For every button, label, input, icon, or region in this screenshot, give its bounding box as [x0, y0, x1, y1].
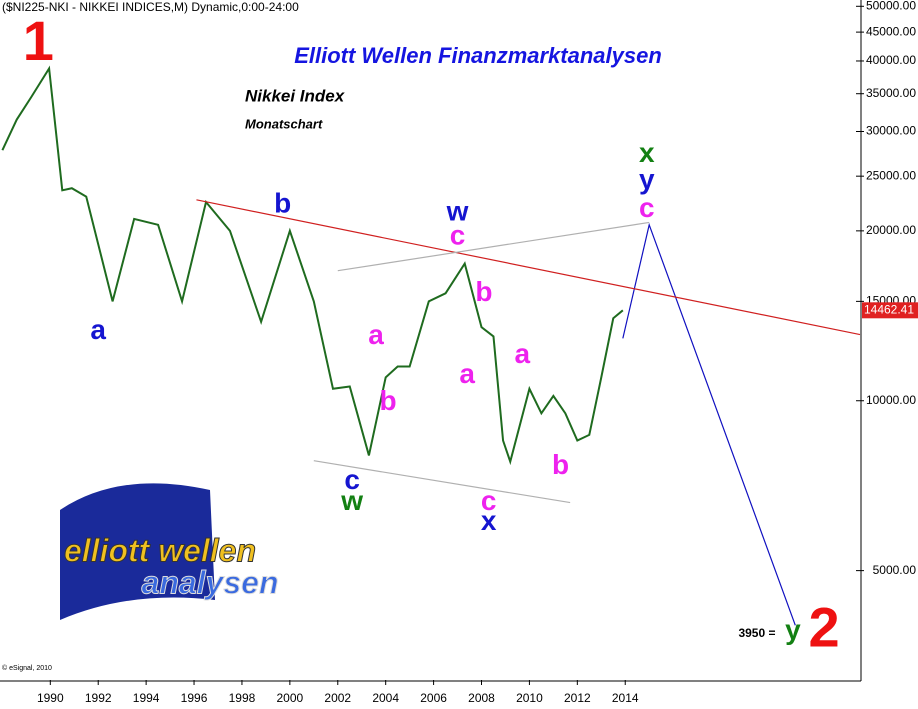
wave-label: 3950 =	[738, 626, 775, 640]
wave-label: a	[368, 319, 384, 350]
x-tick-label: 1992	[85, 691, 112, 705]
wave-label: c	[639, 192, 655, 223]
wave-label: w	[446, 196, 469, 227]
wave-label: c	[450, 219, 466, 250]
trend-line	[622, 222, 796, 626]
x-tick-label: 2012	[564, 691, 591, 705]
wave-label: b	[475, 276, 492, 307]
x-tick-label: 2010	[516, 691, 543, 705]
x-tick-label: 2002	[324, 691, 351, 705]
price-line	[1, 65, 624, 466]
wave-label: a	[459, 358, 475, 389]
y-tick-label: 10000.00	[866, 393, 916, 407]
wave-label: a	[514, 338, 530, 369]
logo-text: analysen	[142, 564, 279, 600]
header: ($NI225-NKI - NIKKEI INDICES,M) Dynamic,…	[2, 0, 299, 14]
subtitle: Nikkei Index	[245, 86, 346, 105]
wave-label: c	[481, 485, 497, 516]
y-tick-label: 45000.00	[866, 24, 916, 38]
price-tag	[862, 302, 918, 319]
y-tick-label: 30000.00	[866, 124, 916, 138]
y-tick-label: 20000.00	[866, 223, 916, 237]
x-tick-label: 1996	[181, 691, 208, 705]
wave-label: 1	[23, 9, 54, 72]
x-tick-label: 1998	[229, 691, 256, 705]
trend-line	[196, 199, 861, 336]
wave-label: a	[90, 314, 106, 345]
x-tick-label: 2008	[468, 691, 495, 705]
x-tick-label: 2006	[420, 691, 447, 705]
x-tick-label: 2004	[372, 691, 399, 705]
wave-label: x	[481, 505, 497, 536]
wave-label: c	[344, 464, 360, 495]
price-tag-label: 14462.41	[864, 302, 914, 316]
wave-label: y	[639, 164, 655, 195]
trend-line	[313, 460, 571, 504]
logo: elliott wellen analysen	[60, 483, 279, 620]
x-tick-label: 2000	[277, 691, 304, 705]
wave-label: 2	[808, 595, 839, 658]
y-tick-label: 50000.00	[866, 0, 916, 12]
wave-label: b	[380, 385, 397, 416]
y-tick-label: 5000.00	[873, 563, 917, 577]
x-tick-label: 2014	[612, 691, 639, 705]
y-tick-label: 40000.00	[866, 53, 916, 67]
y-tick-label: 25000.00	[866, 168, 916, 182]
wave-label: x	[639, 137, 655, 168]
subtitle: Monatschart	[245, 116, 323, 131]
wave-label: w	[340, 485, 363, 516]
y-tick-label: 35000.00	[866, 86, 916, 100]
x-tick-label: 1994	[133, 691, 160, 705]
chart-title: Elliott Wellen Finanzmarktanalysen	[294, 43, 662, 68]
trend-line	[337, 221, 650, 272]
wave-label: b	[274, 188, 291, 219]
wave-label: y	[785, 614, 801, 645]
x-tick-label: 1990	[37, 691, 64, 705]
logo-text: elliott wellen	[64, 532, 256, 568]
logo-flag	[60, 483, 215, 620]
wave-label: b	[552, 449, 569, 480]
copyright: © eSignal, 2010	[2, 664, 52, 672]
